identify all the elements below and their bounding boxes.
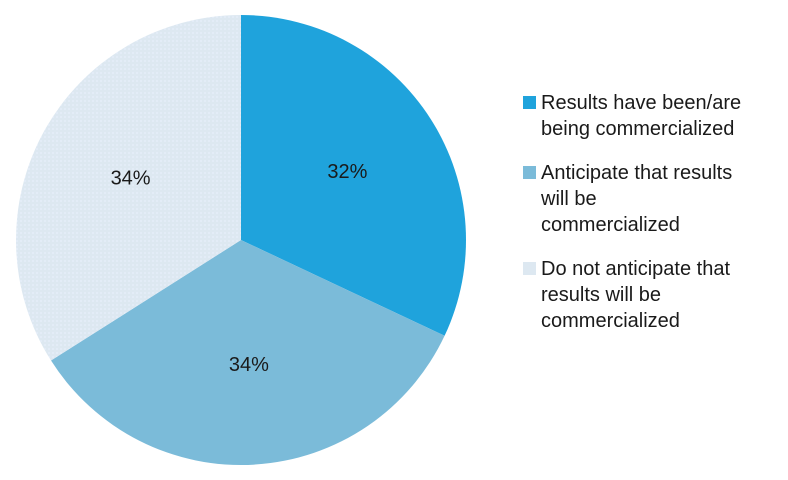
legend-swatch-commercialized xyxy=(523,96,536,109)
slice-label-anticipate: 34% xyxy=(229,354,269,376)
pie-slice-anticipate xyxy=(51,240,445,466)
slice-label-not-anticipate: 34% xyxy=(111,168,151,190)
pie-slice-not-anticipate xyxy=(16,15,241,361)
legend-swatch-not-anticipate xyxy=(523,262,536,275)
legend-label-not-anticipate: Do not anticipate that results will be c… xyxy=(541,258,731,332)
legend-item-not-anticipate: Do not anticipate that results will be c… xyxy=(523,256,785,334)
legend-label-anticipate: Anticipate that results will be commerci… xyxy=(541,162,733,236)
legend-swatch-anticipate xyxy=(523,166,536,179)
legend-item-anticipate: Anticipate that results will be commerci… xyxy=(523,160,785,238)
pie-slice-commercialized xyxy=(241,15,466,336)
legend: Results have been/are being commercializ… xyxy=(523,90,785,352)
legend-label-commercialized: Results have been/are being commercializ… xyxy=(541,92,742,140)
slice-label-commercialized: 32% xyxy=(327,161,367,183)
legend-item-commercialized: Results have been/are being commercializ… xyxy=(523,90,785,142)
pie-plot: 32% 34% 34% xyxy=(16,15,466,466)
